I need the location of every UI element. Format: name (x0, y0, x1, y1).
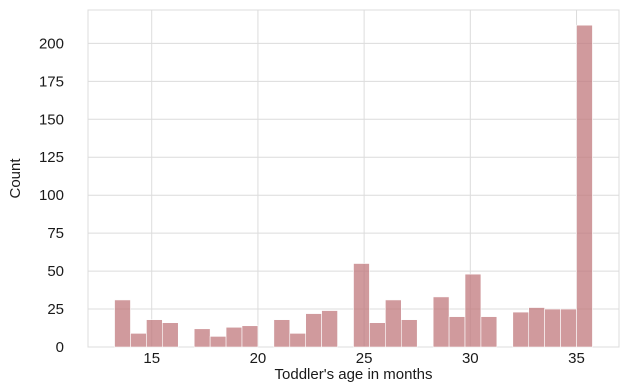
y-tick-label: 0 (56, 339, 64, 356)
histogram-bar (400, 319, 418, 348)
x-tick-label: 15 (143, 350, 160, 367)
y-tick-label: 25 (47, 301, 64, 318)
x-tick-label: 35 (568, 350, 585, 367)
histogram-bar (448, 316, 466, 348)
y-tick-label: 200 (39, 35, 64, 52)
histogram-bar (321, 310, 338, 348)
y-tick-label: 75 (47, 225, 64, 242)
x-tick-label: 25 (356, 350, 373, 367)
histogram-bar (576, 24, 593, 348)
x-axis-title: Toddler's age in months (275, 366, 433, 383)
histogram-bar (130, 333, 147, 348)
histogram-bar (385, 299, 402, 348)
bar-layer (114, 24, 593, 348)
histogram-bar (512, 311, 530, 348)
histogram-bar (209, 336, 227, 348)
y-tick-label: 125 (39, 149, 64, 166)
y-tick-label: 150 (39, 111, 64, 128)
y-tick-label: 100 (39, 187, 64, 204)
histogram-bar (193, 328, 211, 348)
histogram-bar (544, 308, 561, 348)
y-axis-title: Count (7, 158, 24, 199)
histogram-bar (353, 263, 370, 348)
grid-layer (87, 9, 620, 348)
histogram-bar (528, 307, 545, 348)
x-tick-label: 30 (462, 350, 479, 367)
histogram-bar (162, 322, 179, 348)
y-tick-label: 50 (47, 263, 64, 280)
histogram-bar (369, 322, 386, 348)
histogram-bar (305, 313, 322, 348)
y-tick-label: 175 (39, 73, 64, 90)
x-tick-label: 20 (250, 350, 267, 367)
histogram-bar (289, 333, 307, 348)
histogram-bar (432, 296, 450, 348)
histogram-bar (241, 325, 259, 348)
histogram-bar (114, 299, 131, 348)
histogram-bar (464, 273, 482, 348)
tick-layer: 0 25 50 75 100 125 150 175 200 15 20 25 30 35 (39, 35, 585, 367)
histogram-bar (273, 319, 291, 348)
histogram-bar (146, 319, 163, 348)
histogram-bar (480, 316, 498, 348)
histogram-bar (225, 326, 243, 348)
histogram-bar (560, 308, 577, 348)
